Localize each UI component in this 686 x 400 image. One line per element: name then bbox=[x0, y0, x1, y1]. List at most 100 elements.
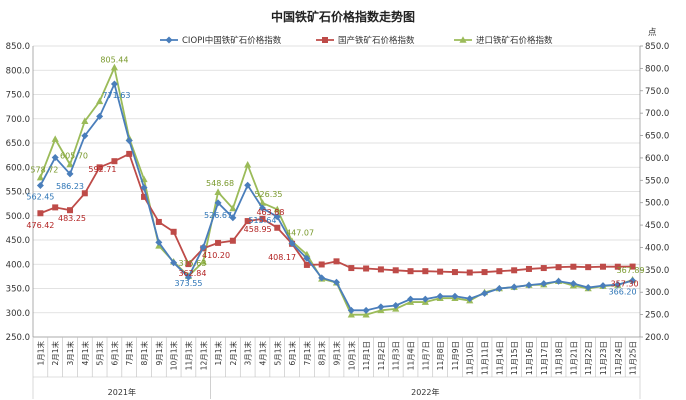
legend-item: 国产铁矿石价格指数 bbox=[316, 35, 415, 46]
data-point bbox=[273, 205, 281, 213]
x-tick-label: 11月1日 bbox=[362, 341, 371, 370]
data-point bbox=[459, 36, 467, 43]
data-label: 605.70 bbox=[60, 151, 88, 160]
data-label: 408.17 bbox=[268, 253, 296, 262]
data-point bbox=[66, 170, 74, 178]
data-point bbox=[570, 263, 577, 270]
data-point bbox=[569, 280, 577, 288]
x-tick-label: 4月1末 bbox=[80, 341, 90, 366]
data-point bbox=[259, 215, 266, 222]
data-point bbox=[96, 164, 103, 171]
data-point bbox=[466, 295, 474, 303]
data-point bbox=[437, 268, 444, 275]
right-tick-label: 300.0 bbox=[645, 288, 669, 298]
left-tick-label: 400.0 bbox=[6, 260, 30, 270]
data-point bbox=[333, 258, 340, 265]
right-tick-label: 850.0 bbox=[645, 42, 669, 52]
data-point bbox=[496, 268, 503, 275]
data-point bbox=[273, 213, 281, 221]
data-label: 373.55 bbox=[174, 279, 202, 288]
gridlines bbox=[33, 45, 640, 338]
x-tick-label: 11月23日 bbox=[599, 341, 608, 375]
data-point bbox=[244, 181, 252, 189]
data-point bbox=[184, 273, 192, 281]
legend-item: CIOPI中国铁矿石价格指数 bbox=[160, 35, 282, 46]
data-point bbox=[96, 112, 104, 120]
data-point bbox=[525, 281, 533, 289]
x-tick-label: 11月16日 bbox=[525, 341, 534, 375]
data-label: 548.68 bbox=[206, 179, 234, 188]
data-point bbox=[540, 280, 548, 288]
left-tick-label: 450.0 bbox=[6, 236, 30, 246]
data-point bbox=[125, 137, 133, 145]
data-point bbox=[303, 254, 311, 262]
left-tick-label: 350.0 bbox=[6, 285, 30, 295]
x-tick-label: 11月24日 bbox=[614, 341, 623, 375]
year-group-label: 2021年 bbox=[108, 387, 136, 397]
data-point bbox=[81, 190, 88, 197]
data-point bbox=[244, 218, 251, 225]
series-0 bbox=[36, 80, 637, 314]
left-tick-label: 850.0 bbox=[6, 42, 30, 52]
x-tick-label: 11月14日 bbox=[495, 341, 504, 375]
x-tick-label: 7月1末 bbox=[302, 341, 312, 366]
legend-item: 进口铁矿石价格指数 bbox=[454, 35, 553, 46]
x-tick-label: 11月4日 bbox=[407, 341, 416, 370]
x-tick-label: 11月3日 bbox=[392, 341, 401, 370]
data-point bbox=[274, 224, 281, 231]
data-label: 526.67 bbox=[204, 211, 232, 220]
left-tick-label: 650.0 bbox=[6, 139, 30, 149]
right-tick-label: 500.0 bbox=[645, 199, 669, 209]
left-tick-label: 550.0 bbox=[6, 188, 30, 198]
data-point bbox=[110, 63, 119, 71]
x-tick-label: 11月15日 bbox=[510, 341, 519, 375]
data-point bbox=[51, 154, 59, 162]
data-point bbox=[584, 284, 592, 292]
data-label: 447.07 bbox=[286, 228, 314, 237]
x-tick-label: 11月18日 bbox=[555, 341, 564, 375]
data-label: 562.45 bbox=[26, 192, 54, 201]
x-tick-label: 9月1末 bbox=[332, 341, 342, 366]
data-point bbox=[126, 150, 133, 157]
data-point bbox=[629, 277, 637, 285]
data-point bbox=[525, 265, 532, 272]
data-point bbox=[421, 295, 429, 303]
data-point bbox=[555, 264, 562, 271]
data-point bbox=[36, 181, 44, 189]
x-tick-label: 9月1末 bbox=[154, 341, 164, 366]
data-label: 515.64 bbox=[248, 216, 276, 225]
x-tick-label: 6月1末 bbox=[287, 341, 297, 366]
data-point bbox=[451, 292, 459, 300]
data-point bbox=[422, 268, 429, 275]
x-tick-label: 8月1末 bbox=[317, 341, 327, 366]
data-point bbox=[599, 282, 607, 290]
right-tick-label: 600.0 bbox=[645, 154, 669, 164]
data-point bbox=[81, 117, 89, 124]
left-tick-label: 300.0 bbox=[6, 309, 30, 319]
x-tick-label: 12月1末 bbox=[198, 341, 208, 371]
data-point bbox=[511, 267, 518, 274]
data-point bbox=[614, 263, 621, 270]
data-label: 367.89 bbox=[617, 266, 645, 275]
data-point bbox=[363, 265, 370, 272]
data-point bbox=[81, 132, 89, 140]
right-tick-label: 550.0 bbox=[645, 176, 669, 186]
x-tick-label: 11月21日 bbox=[569, 341, 578, 375]
data-point bbox=[96, 97, 104, 105]
left-tick-label: 800.0 bbox=[6, 66, 30, 76]
right-tick-label: 350.0 bbox=[645, 266, 669, 276]
x-axis: 1月1末 2月1末 3月1末 4月1末 5月1末 6月1末 7月1末 8月1末 9月1末 10月1… bbox=[32, 336, 641, 399]
data-point bbox=[37, 210, 44, 217]
data-label: 410.20 bbox=[202, 251, 230, 260]
data-point bbox=[599, 263, 606, 270]
data-point bbox=[52, 204, 59, 211]
x-tick-label: 4月1末 bbox=[257, 341, 267, 366]
data-point bbox=[540, 265, 547, 272]
legend-label: CIOPI中国铁矿石价格指数 bbox=[182, 35, 282, 46]
data-point bbox=[229, 214, 237, 222]
data-point bbox=[214, 188, 222, 195]
data-label: 476.42 bbox=[26, 221, 54, 230]
series-line bbox=[40, 152, 633, 274]
x-tick-label: 2月1末 bbox=[228, 341, 238, 366]
